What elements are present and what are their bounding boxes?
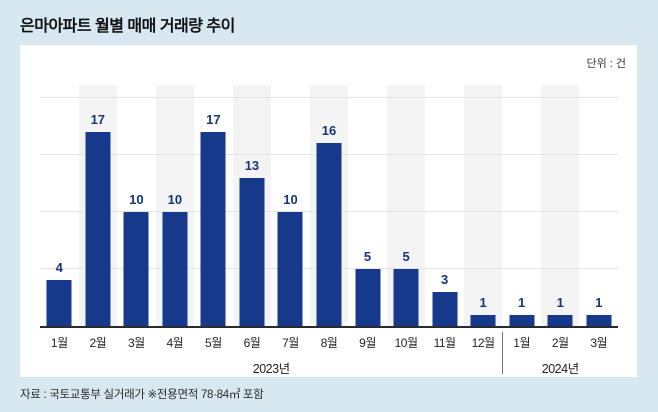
bar-value-label: 1 (556, 294, 564, 310)
month-label: 7월 (282, 336, 299, 350)
chart-column: 10 7월 (271, 85, 310, 350)
month-label: 2월 (551, 336, 569, 350)
bar-value-label: 5 (363, 248, 372, 264)
month-label: 2월 (89, 336, 107, 350)
month-label: 4월 (166, 336, 184, 350)
bar-value-label: 17 (206, 112, 221, 128)
footer-source: 자료 : 국토교통부 실거래가 ※전용면적 78·84㎡ 포함 (20, 389, 264, 401)
bar (162, 211, 188, 326)
month-label: 10월 (394, 336, 418, 350)
chart-column: 17 5월 (194, 85, 233, 350)
bar-value-label: 13 (244, 157, 260, 173)
bar-value-label: 3 (440, 271, 449, 287)
bar (547, 314, 573, 326)
bar (46, 280, 72, 326)
month-label: 1월 (513, 336, 531, 350)
bar-value-label: 1 (518, 294, 526, 310)
month-label: 3월 (127, 336, 145, 350)
bar (509, 314, 535, 326)
chart-card: 단위 : 건 4 1월 17 2월 10 3월 10 4월 17 5월 13 6월 10 7월 16 8월 5 9… (20, 45, 637, 377)
month-label: 6월 (243, 336, 261, 350)
gridline-20 (40, 97, 618, 99)
chart-column: 10 4월 (155, 85, 195, 350)
month-label: 9월 (359, 336, 376, 350)
bar-value-label: 10 (283, 191, 298, 207)
bar (586, 314, 612, 326)
chart-header: 은마아파트 월별 매매 거래량 추이 (20, 12, 634, 47)
year-separator-line (502, 332, 504, 374)
year-label-2023년: 2023년 (252, 362, 290, 376)
bar (200, 132, 226, 326)
page-title: 은마아파트 월별 매매 거래량 추이 (20, 18, 235, 35)
month-label: 1월 (50, 336, 68, 350)
bar (393, 268, 419, 326)
month-label: 8월 (320, 336, 338, 350)
bar-value-label: 4 (55, 260, 63, 276)
bar (85, 132, 111, 326)
month-label: 12월 (471, 336, 495, 350)
bar-value-label: 1 (595, 294, 603, 310)
bar-value-label: 16 (321, 123, 337, 139)
chart-column: 1 12월 (463, 85, 503, 350)
month-label: 5월 (205, 336, 222, 350)
chart-column: 3 11월 (425, 85, 464, 350)
bar (432, 291, 458, 326)
bar (470, 314, 496, 326)
chart-column: 17 2월 (78, 85, 118, 350)
chart-column: 4 1월 (40, 85, 79, 350)
chart-column: 10 3월 (117, 85, 156, 350)
bar (316, 143, 342, 326)
bar (277, 211, 303, 326)
bar-value-label: 10 (167, 191, 183, 207)
chart-column: 1 3월 (579, 85, 618, 350)
month-label: 11월 (433, 336, 456, 350)
bar-value-label: 17 (90, 112, 106, 128)
chart-column: 5 10월 (386, 85, 426, 350)
chart-column: 5 9월 (348, 85, 387, 350)
bar-value-label: 1 (479, 294, 487, 310)
plot-area: 4 1월 17 2월 10 3월 10 4월 17 5월 13 6월 10 7월 16 8월 5 9월 5 10월 3 1… (40, 85, 618, 350)
chart-column: 16 8월 (309, 85, 349, 350)
year-label-2024년: 2024년 (541, 362, 579, 376)
bar-value-label: 5 (402, 248, 410, 264)
bar-value-label: 10 (129, 191, 144, 207)
unit-label: 단위 : 건 (586, 58, 626, 70)
chart-column: 1 1월 (502, 85, 541, 350)
bar (355, 268, 381, 326)
bar (123, 211, 149, 326)
chart-column: 1 2월 (540, 85, 580, 350)
chart-column: 13 6월 (232, 85, 272, 350)
bar (239, 177, 265, 326)
month-label: 3월 (590, 336, 608, 350)
